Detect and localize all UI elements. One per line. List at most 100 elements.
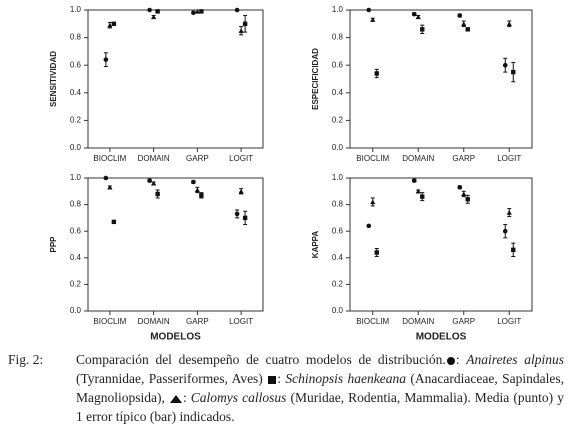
x-tick-label: GARP [186,317,209,326]
caption: Fig. 2: Comparación del desempeño de cua… [8,350,564,426]
y-tick-label: 0.2 [70,280,82,289]
x-tick-label: BIOCLIM [93,317,126,326]
x-axis-label: MODELOS [150,332,201,343]
point [147,178,152,183]
species: Anairetes alpinus [466,352,564,367]
y-tick-label: 0.2 [332,280,344,289]
y-tick-label: 0.4 [70,88,82,97]
point [511,69,516,75]
caption-body: Comparación del desempeño de cuatro mode… [76,350,564,426]
point [461,21,467,26]
caption-text: : [277,371,286,386]
x-tick-label: DOMAIN [138,317,170,326]
square-symbol [268,375,277,384]
point [411,11,417,17]
x-tick-label: LOGIT [497,317,521,326]
point [234,211,240,217]
x-tick-label: BIOCLIM [93,154,126,163]
point [415,14,421,20]
point [461,191,467,197]
point [238,188,244,194]
x-tick-label: DOMAIN [402,154,434,163]
caption-text: : [455,352,467,367]
species: Calomys callosus [190,390,287,405]
plot-frame [87,177,264,312]
point [234,7,240,13]
point [370,199,376,205]
x-tick-label: GARP [452,154,475,163]
y-tick-label: 0.4 [332,253,344,262]
point [506,210,512,215]
y-tick-label: 0.8 [332,200,344,209]
y-tick-label: 0.2 [70,116,82,125]
point [107,184,113,190]
point [107,22,113,28]
point [506,21,512,26]
point [191,179,196,185]
y-tick-label: 1.0 [332,5,344,14]
point [111,219,117,225]
x-tick-label: DOMAIN [138,154,170,163]
species: Schinopsis haenkeana [285,371,407,386]
caption-text: (Anacardiaceae, Sapindales, Magnoliopsid… [76,371,564,405]
x-tick-label: BIOCLIM [356,317,389,326]
y-tick-label: 0.6 [70,60,82,69]
circle-symbol [446,356,455,365]
point [155,9,160,14]
y-tick-label: 0.8 [332,33,344,42]
y-tick-label: 0.4 [332,88,344,97]
point [366,7,372,13]
plot-frame [349,177,533,312]
point [242,215,248,221]
y-tick-label: 0.6 [332,226,344,235]
point [415,188,421,194]
x-tick-label: BIOCLIM [356,154,389,163]
point [147,7,152,13]
y-tick-label: 1.0 [70,173,82,182]
caption-text: : [182,390,191,405]
y-tick-label: 1.0 [332,173,344,182]
y-tick-label: 0.0 [332,143,344,152]
plot-frame [349,9,533,149]
plot-frame [87,9,264,149]
point [194,187,200,193]
x-axis-label: MODELOS [416,332,467,343]
point [457,185,463,190]
point [502,62,508,68]
caption-text: (Muridae, Rodentia, Mammalia). Media (pu… [76,390,564,424]
caption-label: Fig. 2: [8,352,44,367]
x-tick-label: GARP [452,317,475,326]
point [411,178,417,183]
y-tick-label: 0.8 [70,200,82,209]
y-tick-label: 0.8 [70,33,82,42]
point [111,21,117,26]
point [457,13,463,18]
point [420,27,425,32]
caption-text: (Tyrannidae, Passeriformes, Aves) [76,371,268,386]
point [366,223,372,229]
x-tick-label: GARP [186,154,209,163]
caption-text: Comparación del desempeño de cuatro mode… [76,352,446,367]
point [502,228,508,234]
y-axis-label: ESPECIFICIDAD [311,48,320,110]
point [374,71,379,76]
point [465,27,470,32]
y-axis-label: PPP [49,236,58,253]
point [155,191,160,197]
point [103,57,109,62]
x-tick-label: LOGIT [497,154,521,163]
point [465,197,470,202]
point [151,14,157,20]
x-tick-label: DOMAIN [402,317,434,326]
point [238,28,244,33]
y-tick-label: 0.4 [70,253,82,262]
x-tick-label: LOGIT [229,317,253,326]
point [194,8,200,14]
y-tick-label: 0.6 [332,60,344,69]
y-tick-label: 0.2 [332,116,344,125]
y-tick-label: 1.0 [70,5,82,14]
point [199,9,204,14]
point [374,250,379,255]
y-axis-label: KAPPA [311,231,320,259]
